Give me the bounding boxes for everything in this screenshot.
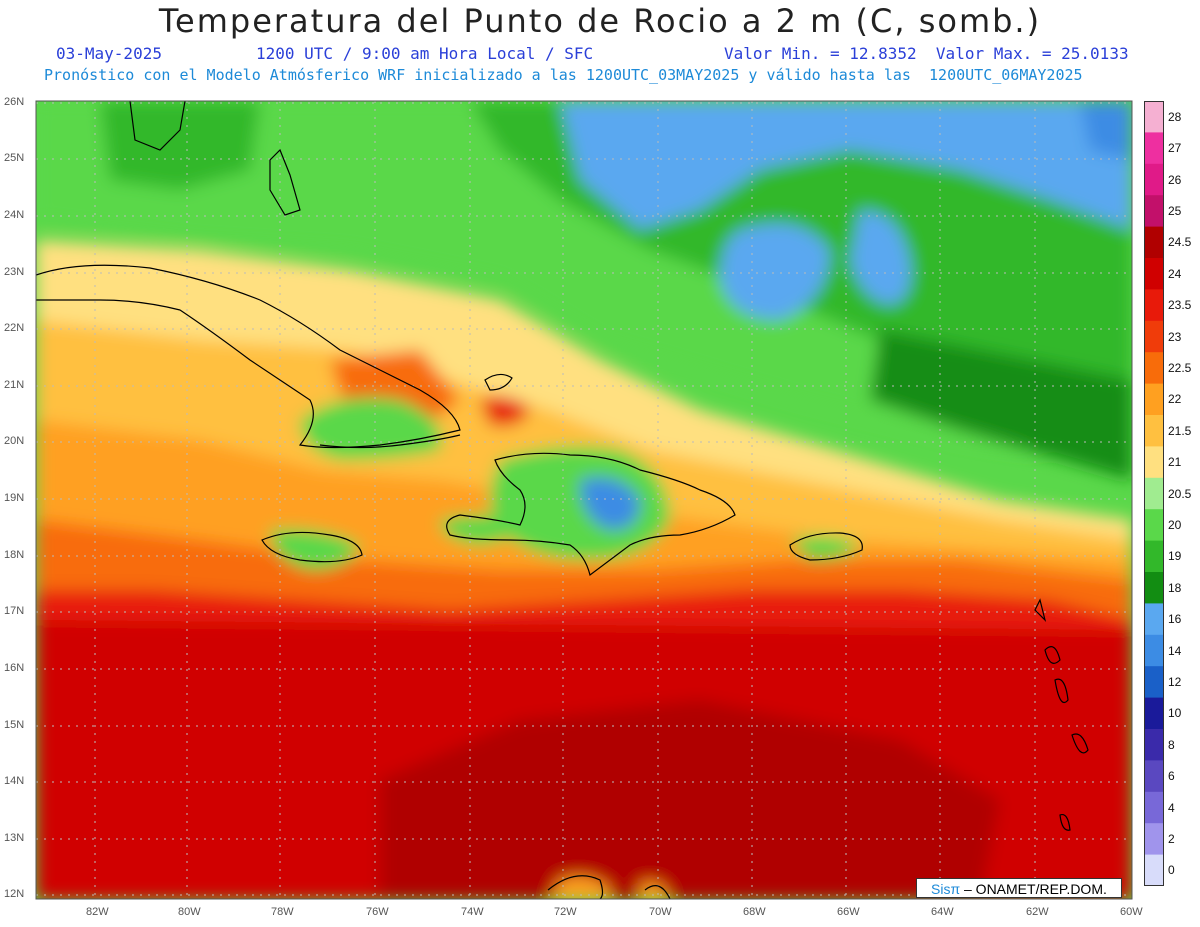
lat-label: 24N bbox=[4, 209, 25, 221]
colorbar-swatch bbox=[1144, 666, 1164, 699]
colorbar-swatch bbox=[1144, 854, 1164, 886]
lat-label: 17N bbox=[4, 605, 25, 617]
colorbar-outline bbox=[1144, 101, 1164, 886]
colorbar-tick-label: 22.5 bbox=[1168, 360, 1192, 375]
lat-label: 25N bbox=[4, 152, 25, 164]
lon-label: 78W bbox=[271, 906, 294, 918]
colorbar-swatch bbox=[1144, 509, 1164, 542]
colorbar-tick-label: 21.5 bbox=[1168, 423, 1192, 438]
colorbar-swatch bbox=[1144, 540, 1164, 573]
colorbar-swatch bbox=[1144, 603, 1164, 636]
lat-label: 14N bbox=[4, 775, 25, 787]
lon-label: 70W bbox=[649, 906, 672, 918]
colorbar-tick-label: 24 bbox=[1168, 266, 1182, 281]
lon-label: 60W bbox=[1120, 906, 1143, 918]
colorbar-swatch bbox=[1144, 132, 1164, 165]
credit-brand: Sisπ bbox=[931, 881, 961, 897]
colorbar-swatch bbox=[1144, 415, 1164, 447]
colorbar-swatch bbox=[1144, 823, 1164, 856]
colorbar-tick-label: 26 bbox=[1168, 172, 1182, 187]
lon-label: 62W bbox=[1026, 906, 1049, 918]
lon-label: 72W bbox=[554, 906, 577, 918]
colorbar-tick-label: 24.5 bbox=[1168, 235, 1192, 250]
colorbar-tick-label: 22 bbox=[1168, 392, 1182, 407]
colorbar-tick-label: 20.5 bbox=[1168, 486, 1192, 501]
colorbar-tick-label: 6 bbox=[1168, 769, 1175, 784]
colorbar-tick-label: 18 bbox=[1168, 580, 1182, 595]
lat-label: 21N bbox=[4, 379, 25, 391]
colorbar-swatch bbox=[1144, 195, 1164, 228]
lat-label: 15N bbox=[4, 719, 25, 731]
lon-label: 64W bbox=[931, 906, 954, 918]
lon-label: 68W bbox=[743, 906, 766, 918]
colorbar-swatch bbox=[1144, 320, 1164, 353]
model-description: Pronóstico con el Modelo Atmósferico WRF… bbox=[44, 66, 1083, 84]
colorbar-swatch bbox=[1144, 791, 1164, 824]
lat-label: 13N bbox=[4, 832, 25, 844]
min-max-values: Valor Min. = 12.8352 Valor Max. = 25.013… bbox=[724, 44, 1129, 63]
colorbar-swatch bbox=[1144, 258, 1164, 290]
colorbar-swatch bbox=[1144, 163, 1164, 196]
colorbar-swatch bbox=[1144, 289, 1164, 322]
colorbar-tick-label: 19 bbox=[1168, 549, 1182, 564]
lat-label: 22N bbox=[4, 322, 25, 334]
colorbar-tick-label: 27 bbox=[1168, 141, 1182, 156]
colorbar-tick-label: 23 bbox=[1168, 329, 1182, 344]
lat-label: 23N bbox=[4, 266, 25, 278]
forecast-time: 1200 UTC / 9:00 am Hora Local / SFC bbox=[256, 44, 594, 63]
temperature-field bbox=[36, 101, 1132, 899]
colorbar-swatch bbox=[1144, 572, 1164, 604]
lon-label: 80W bbox=[178, 906, 201, 918]
colorbar-swatch bbox=[1144, 352, 1164, 385]
colorbar-tick-label: 2 bbox=[1168, 831, 1175, 846]
colorbar bbox=[1144, 101, 1164, 886]
lat-label: 19N bbox=[4, 492, 25, 504]
lon-label: 76W bbox=[366, 906, 389, 918]
colorbar-swatch bbox=[1144, 729, 1164, 761]
colorbar-tick-label: 10 bbox=[1168, 706, 1182, 721]
colorbar-tick-label: 16 bbox=[1168, 612, 1182, 627]
credit-box: Sisπ – ONAMET/REP.DOM. bbox=[916, 878, 1122, 898]
credit-text: – ONAMET/REP.DOM. bbox=[960, 881, 1107, 897]
colorbar-tick-label: 14 bbox=[1168, 643, 1182, 658]
lat-label: 12N bbox=[4, 888, 25, 900]
forecast-date: 03-May-2025 bbox=[56, 44, 162, 63]
colorbar-swatch bbox=[1144, 101, 1164, 133]
colorbar-tick-label: 28 bbox=[1168, 109, 1182, 124]
colorbar-tick-label: 12 bbox=[1168, 674, 1182, 689]
colorbar-tick-label: 21 bbox=[1168, 455, 1182, 470]
colorbar-tick-label: 8 bbox=[1168, 737, 1175, 752]
colorbar-swatch bbox=[1144, 477, 1164, 510]
lat-label: 18N bbox=[4, 549, 25, 561]
colorbar-tick-label: 4 bbox=[1168, 800, 1175, 815]
grid-lines bbox=[36, 101, 1132, 899]
chart-title: Temperatura del Punto de Rocio a 2 m (C,… bbox=[158, 2, 1042, 40]
colorbar-swatch bbox=[1144, 446, 1164, 479]
coastlines bbox=[36, 101, 1089, 899]
colorbar-tick-label: 23.5 bbox=[1168, 298, 1192, 313]
lon-label: 74W bbox=[461, 906, 484, 918]
colorbar-swatch bbox=[1144, 697, 1164, 730]
lat-label: 20N bbox=[4, 435, 25, 447]
lon-label: 82W bbox=[86, 906, 109, 918]
colorbar-swatch bbox=[1144, 634, 1164, 667]
colorbar-tick-label: 0 bbox=[1168, 863, 1175, 878]
lon-label: 66W bbox=[837, 906, 860, 918]
lat-label: 26N bbox=[4, 96, 25, 108]
colorbar-tick-label: 25 bbox=[1168, 203, 1182, 218]
colorbar-swatch bbox=[1144, 383, 1164, 416]
colorbar-swatch bbox=[1144, 226, 1164, 259]
colorbar-swatch bbox=[1144, 760, 1164, 793]
colorbar-tick-label: 20 bbox=[1168, 517, 1182, 532]
lat-label: 16N bbox=[4, 662, 25, 674]
